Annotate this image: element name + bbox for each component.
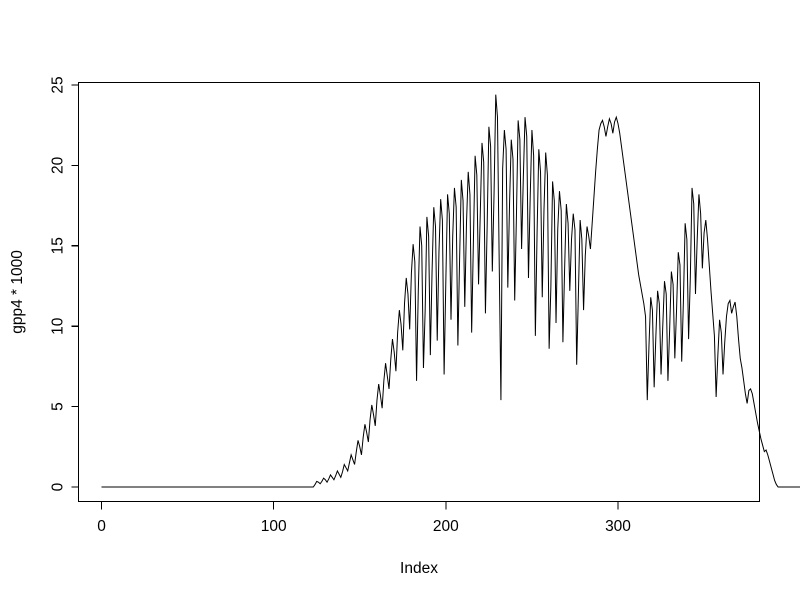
- y-axis-title: gpp4 * 1000: [9, 250, 26, 334]
- y-tick-label: 5: [50, 402, 67, 411]
- y-tick-label: 20: [50, 156, 67, 174]
- y-tick-label: 10: [50, 317, 67, 335]
- x-axis-title: Index: [400, 560, 438, 577]
- x-tick-label: 200: [433, 518, 459, 535]
- x-tick-label: 100: [261, 518, 287, 535]
- plot-box-frame: [77, 81, 761, 503]
- x-axis: 0 100 200 300: [97, 501, 631, 535]
- x-tick-label: 300: [605, 518, 631, 535]
- data-line-gpp4: [101, 94, 800, 488]
- y-tick-label: 0: [50, 482, 67, 491]
- y-tick-label: 15: [50, 237, 67, 254]
- y-axis: 0 5 10 15 20 25: [50, 76, 79, 491]
- x-tick-label: 0: [97, 518, 106, 535]
- y-tick-label: 25: [50, 76, 67, 93]
